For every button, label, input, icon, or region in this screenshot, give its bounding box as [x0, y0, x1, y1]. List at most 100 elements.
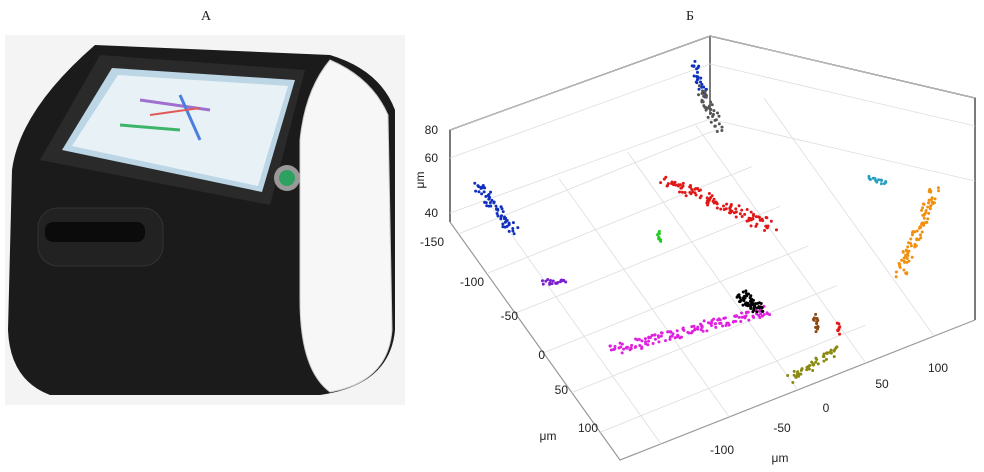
point	[734, 215, 738, 219]
grid	[449, 35, 976, 445]
point	[692, 74, 696, 78]
point	[835, 345, 839, 349]
point	[554, 281, 558, 285]
point	[749, 224, 753, 228]
point	[745, 207, 749, 211]
point	[477, 185, 481, 189]
point	[473, 181, 477, 185]
point	[647, 336, 651, 340]
point	[824, 357, 828, 361]
point	[751, 302, 755, 306]
point	[911, 231, 915, 235]
point	[769, 219, 773, 223]
point	[511, 221, 515, 225]
point	[492, 200, 496, 204]
point	[792, 373, 796, 377]
point	[927, 211, 931, 215]
point	[713, 118, 717, 122]
point	[713, 124, 717, 128]
point	[754, 215, 758, 219]
grid-line	[449, 118, 976, 214]
z-tick-label: 40	[425, 206, 439, 220]
point	[674, 183, 678, 187]
point	[734, 319, 738, 323]
point	[739, 319, 743, 323]
point	[929, 198, 933, 202]
point	[730, 209, 734, 213]
point	[683, 191, 687, 195]
point	[731, 320, 735, 324]
grid-line	[449, 63, 976, 159]
point	[755, 222, 759, 226]
point	[619, 345, 623, 349]
point	[717, 122, 721, 126]
y-tick-label: -100	[460, 275, 484, 289]
point	[700, 324, 704, 328]
point	[511, 229, 515, 233]
point	[913, 244, 917, 248]
point	[501, 225, 505, 229]
point	[754, 224, 758, 228]
point	[867, 176, 871, 180]
point	[693, 327, 697, 331]
point	[734, 314, 738, 318]
y-tick-label: 50	[555, 383, 569, 397]
point	[664, 175, 668, 179]
point	[620, 342, 624, 346]
point	[695, 70, 699, 74]
point	[924, 209, 928, 213]
point	[503, 220, 507, 224]
point	[699, 80, 703, 84]
point	[748, 299, 752, 303]
point	[879, 178, 883, 182]
point	[653, 337, 657, 341]
point	[550, 282, 554, 286]
point	[751, 310, 755, 314]
point	[712, 197, 716, 201]
point	[875, 180, 879, 184]
point	[495, 211, 499, 215]
point	[816, 327, 820, 331]
point	[814, 312, 818, 316]
point	[904, 253, 908, 257]
point	[910, 255, 914, 259]
point	[814, 360, 818, 364]
point	[629, 347, 633, 351]
point	[611, 348, 615, 352]
point	[747, 216, 751, 220]
point	[921, 213, 925, 217]
point	[927, 201, 931, 205]
axis-label: μm	[413, 172, 427, 189]
point	[720, 125, 724, 129]
point	[693, 191, 697, 195]
point	[481, 183, 485, 187]
point	[760, 217, 764, 221]
point	[671, 332, 675, 336]
point	[660, 331, 664, 335]
point	[926, 217, 930, 221]
point	[620, 351, 624, 355]
point	[724, 323, 728, 327]
point	[719, 321, 723, 325]
point	[712, 109, 716, 113]
point	[762, 312, 766, 316]
plot-box	[449, 35, 976, 461]
point	[722, 204, 726, 208]
point	[490, 198, 494, 202]
point	[814, 330, 818, 334]
point	[929, 204, 933, 208]
point	[695, 81, 699, 85]
point	[723, 316, 727, 320]
point	[799, 368, 803, 372]
point	[903, 260, 907, 264]
point	[884, 180, 888, 184]
point	[932, 200, 936, 204]
point	[680, 190, 684, 194]
point	[516, 226, 520, 230]
point	[715, 202, 719, 206]
point	[749, 307, 753, 311]
y-tick-label: -50	[501, 309, 519, 323]
point	[737, 204, 741, 208]
point	[741, 290, 745, 294]
